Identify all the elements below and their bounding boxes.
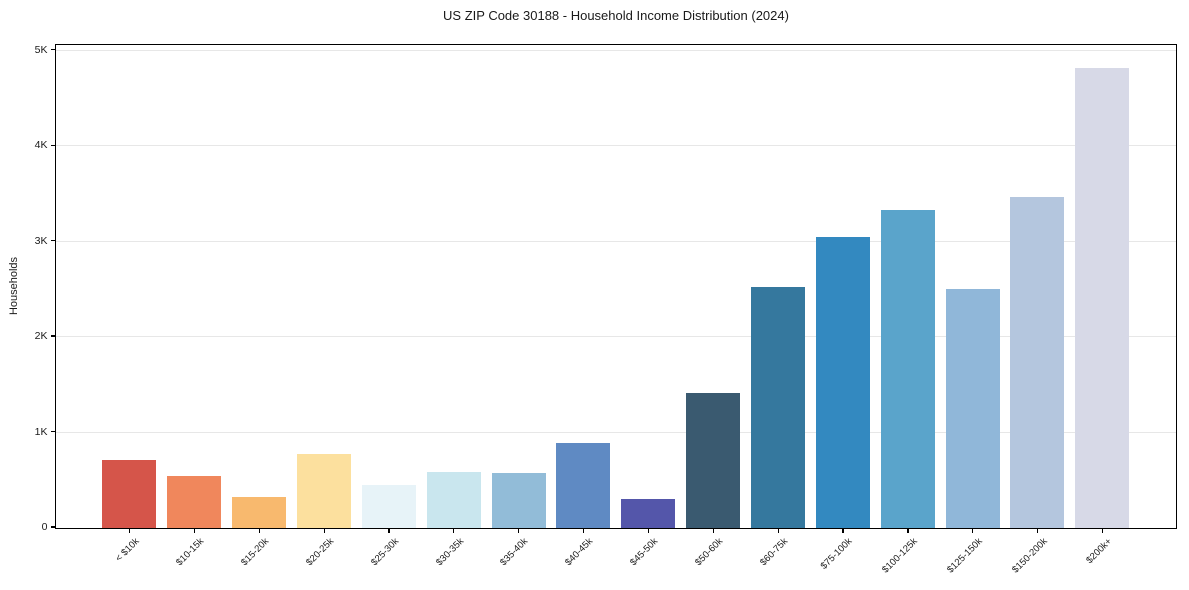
bar-$15-20k — [232, 496, 287, 528]
x-tick-mark — [128, 528, 131, 533]
y-gridline — [56, 49, 1176, 51]
y-gridline — [56, 336, 1176, 338]
bar-< $10k — [102, 460, 157, 528]
x-tick-label: $100-125k — [880, 536, 920, 576]
y-tick-label: 3K — [34, 234, 48, 247]
x-tick-mark — [647, 528, 650, 533]
y-gridline — [56, 240, 1176, 242]
y-tick-mark — [50, 240, 55, 242]
y-tick-label: 1K — [34, 425, 48, 438]
x-tick-label: $150-200k — [1009, 536, 1050, 576]
x-tick-label: $35-40k — [498, 536, 531, 569]
x-tick-mark — [777, 528, 779, 533]
x-tick-label: < $10k — [113, 536, 142, 565]
x-tick-mark — [842, 528, 844, 533]
x-tick-label: $75-100k — [819, 536, 855, 572]
bar-$200k+ — [1075, 67, 1130, 528]
x-tick-mark — [907, 528, 909, 533]
bar-layer — [56, 45, 1176, 528]
bar-$100-125k — [880, 210, 935, 528]
grid-layer — [56, 45, 1176, 528]
x-tick-mark — [1101, 528, 1104, 533]
y-tick-mark — [50, 526, 55, 528]
x-tick-mark — [323, 528, 325, 533]
bar-$25-30k — [361, 484, 416, 528]
plot-area — [55, 44, 1177, 529]
y-tick-mark — [50, 49, 55, 51]
x-tick-mark — [193, 528, 195, 533]
x-tick-label: $125-150k — [945, 536, 985, 576]
x-tick-mark — [518, 528, 520, 533]
x-tick-mark — [582, 528, 585, 533]
x-tick-label: $200k+ — [1084, 536, 1115, 567]
x-tick-label: $15-20k — [238, 536, 272, 569]
y-tick-mark — [50, 430, 55, 433]
bar-$20-25k — [296, 454, 351, 528]
bar-$40-45k — [556, 442, 611, 528]
x-tick-label: $30-35k — [433, 536, 466, 569]
x-tick-label: $60-75k — [757, 536, 790, 569]
x-tick-mark — [453, 528, 455, 533]
bar-$50-60k — [686, 393, 741, 528]
bar-$45-50k — [621, 499, 676, 528]
y-tick-label: 2K — [34, 330, 48, 343]
y-axis-label: Households — [8, 256, 20, 316]
x-tick-label: $10-15k — [174, 536, 207, 569]
bar-$10-15k — [167, 475, 222, 528]
x-tick-label: $25-30k — [368, 536, 401, 569]
y-tick-mark — [50, 144, 55, 146]
x-tick-mark — [712, 528, 714, 533]
y-tick-label: 0 — [41, 521, 48, 533]
x-tick-label: $20-25k — [303, 536, 336, 569]
y-tick-label: 5K — [34, 43, 48, 56]
y-gridline — [56, 431, 1176, 433]
x-tick-mark — [1037, 528, 1039, 533]
x-tick-label: $45-50k — [628, 536, 661, 569]
x-tick-mark — [258, 528, 260, 533]
bar-$35-40k — [491, 472, 546, 528]
x-tick-mark — [972, 528, 974, 533]
bar-$150-200k — [1010, 197, 1065, 528]
bar-$75-100k — [815, 236, 870, 528]
chart-title: US ZIP Code 30188 - Household Income Dis… — [443, 8, 789, 23]
x-tick-label: $50-60k — [693, 536, 726, 569]
y-tick-label: 4K — [34, 139, 48, 152]
bar-$30-35k — [426, 471, 481, 528]
x-tick-mark — [388, 528, 390, 533]
x-tick-label: $40-45k — [563, 536, 596, 569]
y-gridline — [56, 145, 1176, 147]
y-tick-mark — [50, 335, 55, 337]
bar-$60-75k — [751, 286, 805, 528]
bar-$125-150k — [945, 288, 1000, 528]
